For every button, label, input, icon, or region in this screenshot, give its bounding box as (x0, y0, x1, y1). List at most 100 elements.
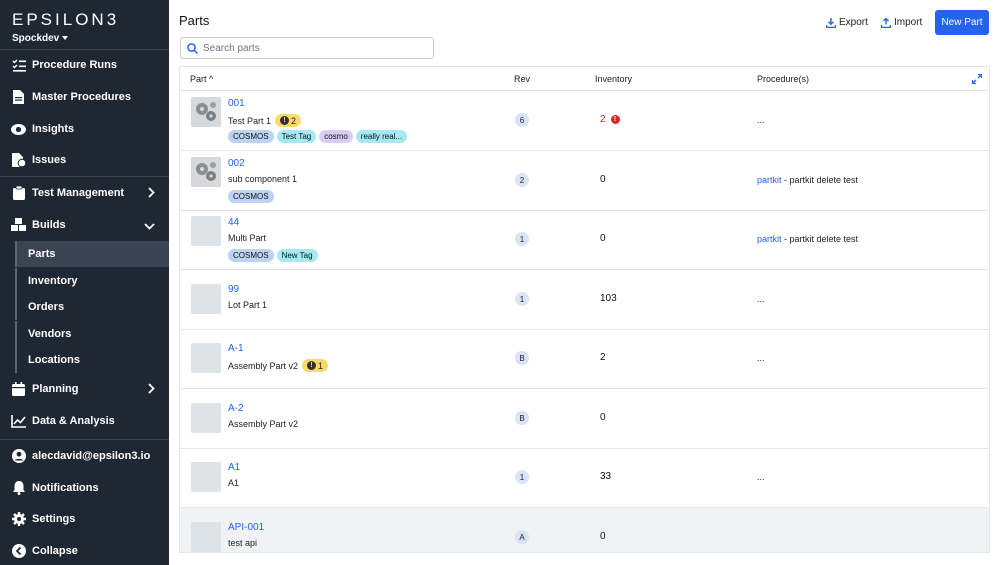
sidebar-item-insights[interactable]: Insights (0, 115, 169, 143)
column-header-rev[interactable]: Rev (514, 74, 531, 84)
part-id-link[interactable]: A1 (228, 462, 241, 473)
sidebar-item-procedure-runs[interactable]: Procedure Runs (0, 51, 169, 79)
procedures-cell: ... (757, 353, 765, 363)
expand-icon[interactable] (972, 74, 982, 84)
page-title: Parts (179, 13, 210, 28)
part-id-link[interactable]: A-2 (228, 403, 244, 414)
column-header-part[interactable]: Part ^ (190, 74, 214, 84)
part-id-link[interactable]: 002 (228, 158, 245, 169)
warning-count: 2 (291, 115, 297, 126)
import-button[interactable]: Import (881, 17, 922, 28)
sidebar-item-label: Procedure Runs (32, 59, 117, 71)
sidebar-item-label: Collapse (32, 545, 78, 557)
inventory-value: 2 (600, 114, 606, 125)
column-header-procedures[interactable]: Procedure(s) (757, 74, 810, 84)
table-row[interactable]: API-001 test api A 0 (180, 508, 989, 552)
sidebar-item-builds[interactable]: Builds (0, 211, 169, 239)
upload-icon (881, 17, 891, 28)
part-thumbnail (191, 216, 221, 246)
download-icon (826, 17, 836, 28)
procedures-cell: ... (757, 472, 765, 482)
revision-badge: 2 (515, 173, 529, 187)
sidebar-subitem-locations[interactable]: Locations (15, 347, 169, 373)
part-name: Test Part 1! 2 (228, 114, 302, 127)
workspace-name: Spockdev (12, 33, 60, 44)
sidebar-item-planning[interactable]: Planning (0, 375, 169, 403)
export-button[interactable]: Export (826, 17, 868, 28)
procedure-link[interactable]: partkit (757, 175, 782, 185)
part-id-link[interactable]: A-1 (228, 343, 244, 354)
sidebar-item-collapse[interactable]: Collapse (0, 537, 169, 565)
procedure-text: ... (757, 472, 765, 482)
workspace-selector[interactable]: Spockdev (12, 33, 69, 44)
cubes-icon (11, 218, 26, 233)
part-name: Assembly Part v2 (228, 419, 298, 429)
tag-chip[interactable]: COSMOS (228, 130, 274, 143)
part-name-text: test api (228, 538, 258, 548)
sidebar-item-account[interactable]: alecdavid@epsilon3.io (0, 442, 169, 470)
sidebar-item-issues[interactable]: Issues (0, 146, 169, 174)
inventory-count: 103 (600, 293, 617, 304)
part-name-text: sub component 1 (228, 174, 298, 184)
sidebar-subitem-parts[interactable]: Parts (15, 241, 169, 267)
table-row[interactable]: A-2 Assembly Part v2 B 0 (180, 389, 989, 449)
tag-chip[interactable]: Test Tag (276, 130, 317, 143)
tag-chip[interactable]: cosmo (319, 130, 353, 143)
inventory-count: 2 (600, 352, 606, 363)
warning-badge[interactable]: ! 1 (302, 359, 329, 372)
table-row[interactable]: 001 Test Part 1! 2 COSMOS Test Tag cosmo reall… (180, 91, 989, 151)
chevron-down-icon[interactable] (144, 221, 155, 233)
part-name: sub component 1 (228, 174, 297, 184)
table-row[interactable]: A-1 Assembly Part v2! 1 B 2... (180, 329, 989, 389)
table-row[interactable]: 44 Multi Part COSMOS New Tag 1 0 partkit - par… (180, 210, 989, 270)
sidebar-item-label: Notifications (32, 482, 99, 494)
chevron-right-icon[interactable] (148, 187, 155, 201)
procedure-text: ... (757, 115, 765, 125)
table-row[interactable]: A1 A1 1 33... (180, 448, 989, 508)
sidebar-item-label: Insights (32, 123, 75, 135)
revision-badge: B (515, 411, 529, 425)
tag-list: COSMOS Test Tag cosmo really real... (228, 130, 408, 143)
caret-down-icon (62, 36, 69, 41)
user-icon (11, 449, 26, 464)
parts-table: Part ^ Rev Inventory Procedure(s) 001 Tes… (179, 66, 990, 553)
table-row[interactable]: 002 sub component 1 COSMOS 2 0 partkit - part… (180, 151, 989, 211)
sidebar-item-data-analysis[interactable]: Data & Analysis (0, 407, 169, 435)
part-name-text: A1 (228, 478, 240, 488)
procedure-link[interactable]: partkit (757, 234, 782, 244)
part-name-text: Lot Part 1 (228, 300, 268, 310)
sidebar-item-master-procedures[interactable]: Master Procedures (0, 83, 169, 111)
tag-chip[interactable]: New Tag (276, 249, 318, 262)
sidebar-item-label: Test Management (32, 187, 125, 199)
sidebar-subitem-inventory[interactable]: Inventory (15, 268, 169, 294)
sidebar-subitem-orders[interactable]: Orders (15, 294, 169, 320)
search-input[interactable]: Search parts (180, 37, 434, 59)
revision-badge: A (515, 530, 529, 544)
tag-chip[interactable]: COSMOS (228, 190, 274, 203)
tag-chip[interactable]: COSMOS (228, 249, 274, 262)
sidebar-item-label: Issues (32, 154, 67, 166)
part-id-link[interactable]: API-001 (228, 522, 265, 533)
collapse-arrow-icon (11, 544, 26, 559)
sidebar-item-notifications[interactable]: Notifications (0, 474, 169, 502)
inventory-value: 0 (600, 531, 606, 542)
tag-chip[interactable]: really real... (355, 130, 408, 143)
part-name-text: Multi Part (228, 233, 267, 243)
sidebar-item-test-management[interactable]: Test Management (0, 179, 169, 207)
new-part-button[interactable]: New Part (935, 10, 989, 35)
import-label: Import (894, 17, 923, 28)
sidebar-subitem-vendors[interactable]: Vendors (15, 321, 169, 347)
table-header: Part ^ Rev Inventory Procedure(s) (180, 67, 989, 91)
part-id-link[interactable]: 001 (228, 98, 245, 109)
sidebar-item-settings[interactable]: Settings (0, 505, 169, 533)
chevron-right-icon[interactable] (148, 383, 155, 397)
table-row[interactable]: 99 Lot Part 1 1 103... (180, 270, 989, 330)
part-name: Multi Part (228, 233, 266, 243)
part-id-link[interactable]: 44 (228, 217, 240, 228)
column-header-inventory[interactable]: Inventory (595, 74, 633, 84)
divider (0, 176, 169, 177)
inventory-count: 2! (600, 114, 620, 125)
warning-badge[interactable]: ! 2 (275, 114, 302, 127)
part-id-link[interactable]: 99 (228, 284, 240, 295)
eye-icon (11, 122, 26, 137)
